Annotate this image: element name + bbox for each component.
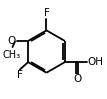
Text: CH₃: CH₃ xyxy=(2,50,21,60)
Text: OH: OH xyxy=(87,57,103,67)
Text: O: O xyxy=(73,74,81,84)
Text: F: F xyxy=(17,70,22,80)
Text: O: O xyxy=(8,36,16,46)
Text: F: F xyxy=(44,8,49,18)
